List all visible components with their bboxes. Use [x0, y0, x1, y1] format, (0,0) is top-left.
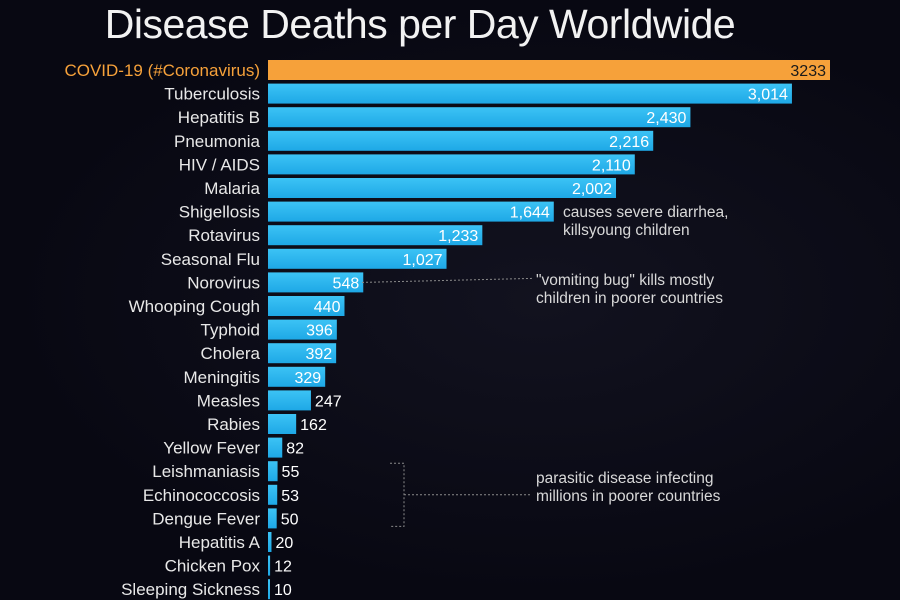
- category-label-yellow-fever: Yellow Fever: [163, 439, 260, 458]
- bar-hepatitis-b: [268, 107, 691, 128]
- value-label-rabies: 162: [300, 417, 327, 434]
- category-label-measles: Measles: [197, 391, 260, 410]
- bar-whooping-cough: [268, 296, 345, 316]
- annotation-parasitic: parasitic disease infecting millions in …: [536, 470, 721, 505]
- category-label-seasonal-flu: Seasonal Flu: [161, 250, 260, 269]
- value-label-malaria: 2,002: [572, 181, 612, 198]
- value-label-pneumonia: 2,216: [609, 134, 649, 151]
- bar-rotavirus: [268, 225, 483, 246]
- category-label-hepatitis-b: Hepatitis B: [178, 108, 260, 127]
- bar-echinococcosis: [268, 484, 278, 505]
- value-label-chicken-pox: 12: [274, 559, 292, 576]
- category-label-cholera: Cholera: [200, 344, 260, 363]
- parasitic-bracket: [390, 462, 532, 527]
- category-label-hiv-aids: HIV / AIDS: [179, 155, 260, 174]
- value-label-hepatitis-a: 20: [275, 535, 293, 552]
- bar-dengue-fever: [268, 508, 277, 529]
- value-label-covid-19-coronavirus: 3233: [790, 63, 826, 80]
- bar-rabies: [268, 414, 297, 434]
- bar-measles: [268, 390, 311, 411]
- value-label-measles: 247: [315, 393, 342, 410]
- category-label-hepatitis-a: Hepatitis A: [179, 533, 261, 552]
- bar-leishmaniasis: [268, 461, 278, 482]
- category-label-sleeping-sickness: Sleeping Sickness: [121, 580, 260, 599]
- value-label-seasonal-flu: 1,027: [402, 252, 442, 269]
- chart-title: Disease Deaths per Day Worldwide: [104, 1, 736, 47]
- annotation-shigellosis: causes severe diarrhea, killsyoung child…: [563, 204, 729, 239]
- value-label-yellow-fever: 82: [286, 441, 304, 458]
- bar-hepatitis-a: [268, 532, 272, 552]
- annotation-norovirus: "vomiting bug" kills mostly children in …: [536, 272, 723, 307]
- bar-typhoid: [268, 319, 337, 340]
- bar-meningitis: [268, 366, 326, 387]
- category-label-echinococcosis: Echinococcosis: [143, 486, 260, 505]
- category-label-whooping-cough: Whooping Cough: [129, 297, 260, 316]
- category-label-dengue-fever: Dengue Fever: [152, 509, 260, 528]
- bar-seasonal-flu: [268, 248, 447, 269]
- bar-cholera: [268, 343, 337, 364]
- bar-yellow-fever: [268, 437, 283, 458]
- value-label-meningitis: 329: [294, 370, 321, 387]
- category-label-pneumonia: Pneumonia: [174, 132, 261, 151]
- category-label-rotavirus: Rotavirus: [188, 226, 260, 245]
- bar-covid-19-coronavirus: [268, 60, 830, 80]
- value-label-sleeping-sickness: 10: [274, 582, 292, 599]
- value-label-rotavirus: 1,233: [438, 228, 478, 245]
- value-label-cholera: 392: [305, 346, 332, 363]
- category-label-covid-19-coronavirus: COVID-19 (#Coronavirus): [64, 61, 260, 80]
- bar-pneumonia: [268, 130, 654, 151]
- value-label-norovirus: 548: [333, 275, 360, 292]
- value-label-hiv-aids: 2,110: [592, 157, 631, 174]
- value-label-hepatitis-b: 2,430: [646, 110, 686, 127]
- category-label-malaria: Malaria: [204, 179, 260, 198]
- category-label-meningitis: Meningitis: [183, 368, 260, 387]
- value-label-typhoid: 396: [306, 323, 333, 340]
- bar-shigellosis: [268, 201, 554, 222]
- value-label-tuberculosis: 3,014: [748, 87, 788, 104]
- value-label-leishmaniasis: 55: [282, 464, 300, 481]
- value-label-shigellosis: 1,644: [510, 205, 550, 222]
- category-label-leishmaniasis: Leishmaniasis: [152, 462, 260, 481]
- value-label-echinococcosis: 53: [281, 488, 299, 505]
- category-label-rabies: Rabies: [207, 415, 260, 434]
- category-label-shigellosis: Shigellosis: [179, 203, 260, 222]
- value-label-dengue-fever: 50: [281, 511, 299, 528]
- bar-sleeping-sickness: [268, 579, 270, 600]
- category-label-norovirus: Norovirus: [187, 273, 260, 292]
- bar-malaria: [268, 178, 617, 198]
- bar-norovirus: [268, 272, 364, 293]
- bar-tuberculosis: [268, 83, 792, 104]
- category-label-chicken-pox: Chicken Pox: [165, 557, 261, 576]
- bar-chicken-pox: [268, 555, 271, 576]
- norovirus-connector: [361, 277, 533, 283]
- category-label-tuberculosis: Tuberculosis: [164, 85, 260, 104]
- value-label-whooping-cough: 440: [314, 299, 341, 316]
- bar-hiv-aids: [268, 154, 635, 175]
- category-label-typhoid: Typhoid: [200, 321, 260, 340]
